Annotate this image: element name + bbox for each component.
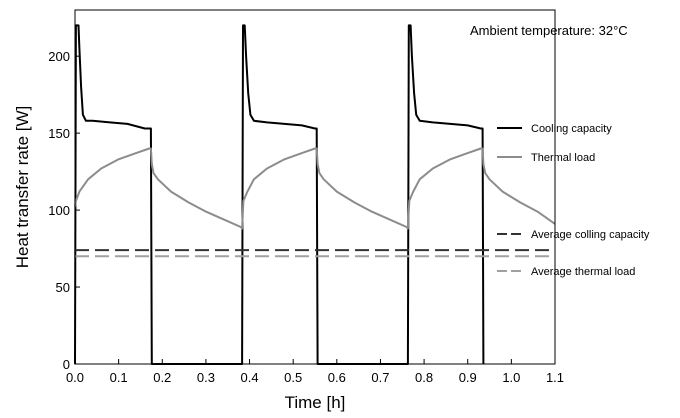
legend-label: Thermal load <box>531 152 595 164</box>
x-axis: 0.0 0.1 0.2 0.3 0.4 0.5 0.6 0.7 0.8 0.9 1.0 1.1 <box>66 359 564 385</box>
x-tick-label: 0.8 <box>415 370 433 385</box>
x-tick-label: 0.7 <box>371 370 389 385</box>
y-tick-label: 0 <box>63 357 70 372</box>
x-tick-label: 0.1 <box>110 370 128 385</box>
x-axis-label: Time [h] <box>285 393 346 412</box>
plot-lines <box>74 24 556 365</box>
y-tick-label: 100 <box>48 203 70 218</box>
x-tick-label: 0.0 <box>66 370 84 385</box>
x-tick-label: 1.0 <box>502 370 520 385</box>
y-tick-label: 50 <box>56 280 70 295</box>
y-axis-label: Heat transfer rate [W] <box>13 106 32 269</box>
x-tick-label: 0.5 <box>284 370 302 385</box>
series-line-2 <box>74 147 556 230</box>
legend-label: Average colling capacity <box>531 229 650 241</box>
x-tick-label: 0.2 <box>153 370 171 385</box>
ambient-annotation: Ambient temperature: 32°C <box>470 23 628 38</box>
y-tick-label: 200 <box>48 49 70 64</box>
plot-frame <box>74 9 556 365</box>
x-tick-label: 0.6 <box>328 370 346 385</box>
x-tick-label: 0.3 <box>197 370 215 385</box>
legend: Cooling capacity Thermal load Average coll… <box>497 123 650 278</box>
legend-label: Average thermal load <box>531 266 635 278</box>
x-tick-label: 0.4 <box>241 370 259 385</box>
y-tick-label: 150 <box>48 126 70 141</box>
x-tick-label: 1.1 <box>546 370 564 385</box>
legend-label: Cooling capacity <box>531 123 612 135</box>
x-tick-label: 0.9 <box>459 370 477 385</box>
series-line-1 <box>74 24 485 365</box>
y-axis: 0 50 100 150 200 <box>48 49 80 372</box>
